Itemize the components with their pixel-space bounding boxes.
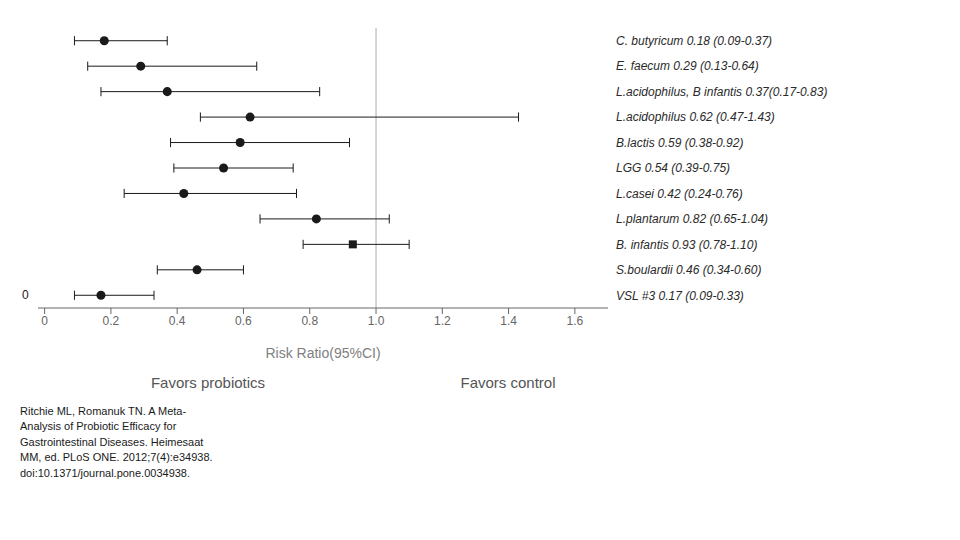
html-text:Ritchie ML, Romanuk TN. A Meta: Ritchie ML, Romanuk TN. A Meta- Analysis… [20,405,213,479]
html-text:Favors probiotics: Favors probiotics [150,374,266,391]
svg-text:VSL #3 0.17 (0.09-0.33): VSL #3 0.17 (0.09-0.33) [616,289,744,303]
svg-text:B.lactis 0.59 (0.38-0.92): B.lactis 0.59 (0.38-0.92) [616,136,743,150]
svg-text:0.4: 0.4 [169,314,186,328]
html-text:Favors control: Favors control [460,374,556,391]
svg-text:C. butyricum 0.18 (0.09-0.37): C. butyricum 0.18 (0.09-0.37) [616,34,772,48]
svg-text:E. faecum 0.29 (0.13-0.64): E. faecum 0.29 (0.13-0.64) [616,59,759,73]
svg-text:L.casei 0.42 (0.24-0.76): L.casei 0.42 (0.24-0.76) [616,187,743,201]
svg-text:1.2: 1.2 [434,314,451,328]
svg-text:0.2: 0.2 [103,314,120,328]
svg-text:1.4: 1.4 [500,314,517,328]
svg-text:L.acidophilus, B infantis 0.37: L.acidophilus, B infantis 0.37(0.17-0.83… [616,85,827,99]
svg-text:1.6: 1.6 [567,314,584,328]
svg-text:0.6: 0.6 [235,314,252,328]
svg-text:Risk Ratio(95%CI): Risk Ratio(95%CI) [265,345,380,361]
svg-text:S.boulardii 0.46 (0.34-0.60): S.boulardii 0.46 (0.34-0.60) [616,263,761,277]
svg-text:0: 0 [41,314,48,328]
svg-text:1.0: 1.0 [368,314,385,328]
svg-text:LGG 0.54 (0.39-0.75): LGG 0.54 (0.39-0.75) [616,161,730,175]
svg-text:L.acidophilus 0.62 (0.47-1.43): L.acidophilus 0.62 (0.47-1.43) [616,110,775,124]
svg-text:L.plantarum 0.82 (0.65-1.04): L.plantarum 0.82 (0.65-1.04) [616,212,768,226]
svg-text:B. infantis 0.93 (0.78-1.10): B. infantis 0.93 (0.78-1.10) [616,238,757,252]
svg-text:0.8: 0.8 [301,314,318,328]
html-text:0: 0 [22,288,29,302]
